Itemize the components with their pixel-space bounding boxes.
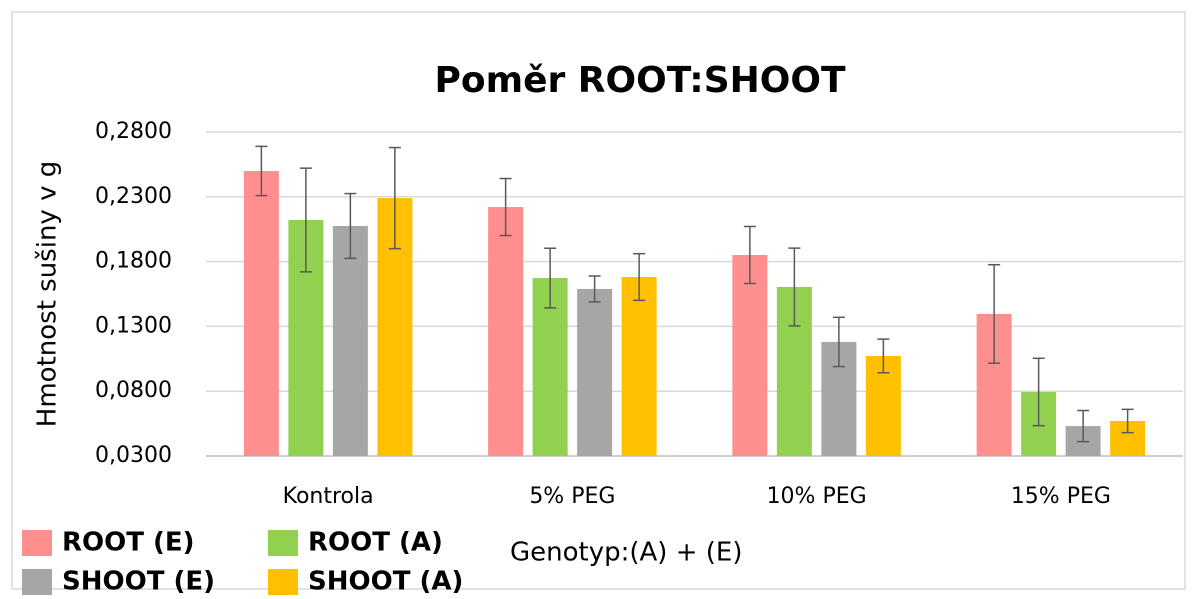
legend-swatch [268, 569, 298, 595]
legend-label: SHOOT (A) [308, 567, 463, 597]
bar [577, 288, 613, 456]
y-tick-label: 0,2800 [95, 119, 172, 144]
legend-label: ROOT (A) [308, 528, 443, 558]
bar [243, 171, 279, 457]
legend-label: ROOT (E) [62, 528, 195, 558]
chart-title: Poměr ROOT:SHOOT [434, 60, 846, 101]
bar [621, 277, 657, 456]
legend-swatch [268, 530, 298, 556]
x-axis-title: Genotyp:(A) + (E) [510, 538, 742, 568]
y-tick-label: 0,1300 [95, 313, 172, 338]
x-tick-label: 5% PEG [529, 484, 615, 509]
x-tick-label: 15% PEG [1011, 484, 1111, 509]
x-tick-label: Kontrola [283, 484, 374, 509]
x-tick-label: 10% PEG [767, 484, 867, 509]
bar [732, 254, 768, 456]
legend-label: SHOOT (E) [62, 567, 215, 597]
y-tick-label: 0,0800 [95, 378, 172, 403]
y-tick-label: 0,2300 [95, 184, 172, 209]
y-tick-label: 0,0300 [95, 443, 172, 468]
y-tick-label: 0,1800 [95, 249, 172, 274]
bar [488, 207, 524, 456]
y-axis-title: Hmotnost sušiny v g [33, 161, 63, 427]
legend-swatch [22, 569, 52, 595]
bar [332, 225, 368, 456]
legend-swatch [22, 530, 52, 556]
